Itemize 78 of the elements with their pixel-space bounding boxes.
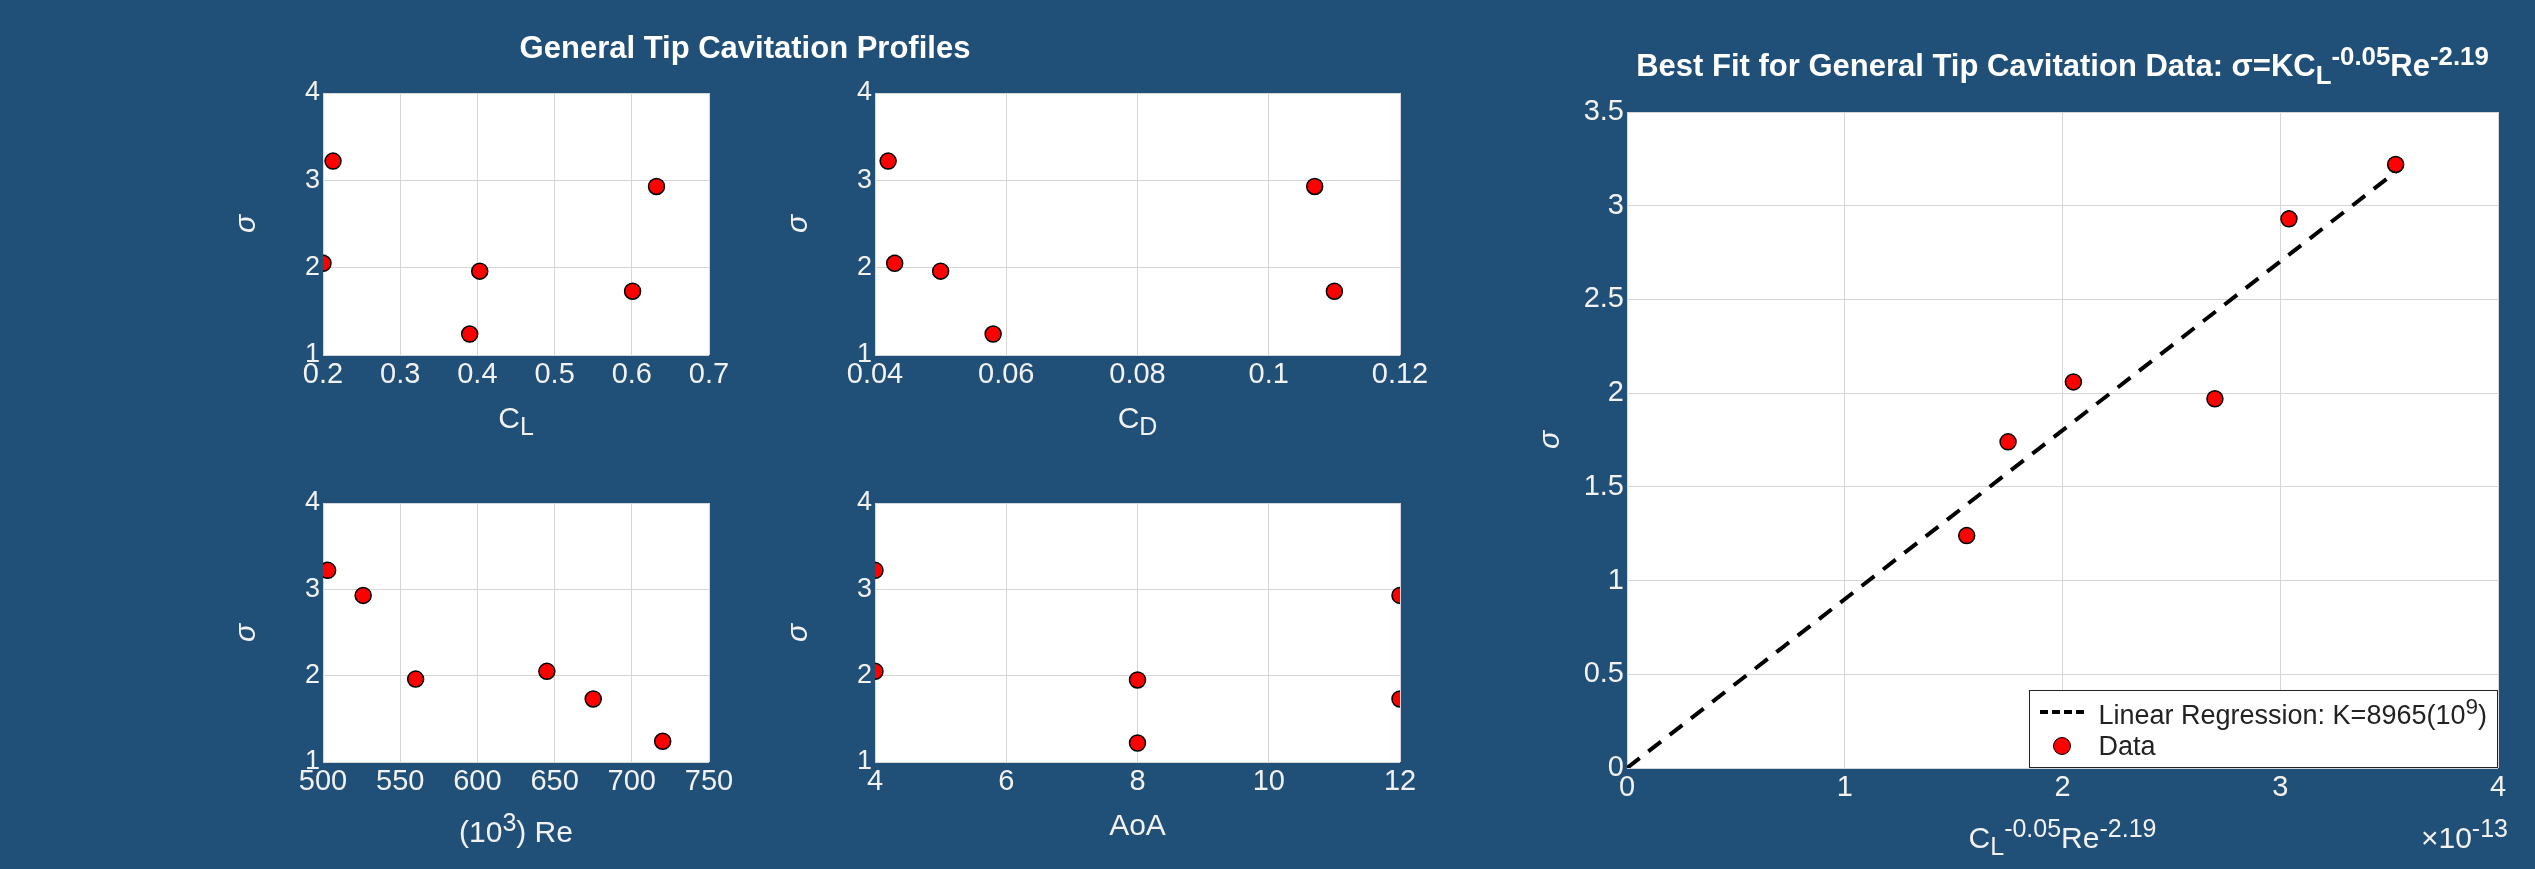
y-tick-label: 2 [304,251,320,282]
x-axis-title: C$_{L}$ [498,401,534,441]
y-tick-label: 2 [856,659,872,690]
x-tick-label: 0.5 [534,357,575,390]
point [623,282,642,300]
point [653,732,672,751]
y-tick-label: 1 [1607,562,1624,595]
x-tick-label: 0.6 [611,357,652,390]
y-tick-label: 0.5 [1583,656,1624,689]
point [984,325,1002,343]
x-tick-label: 0.1 [1248,357,1289,390]
x-tick-label: 3 [2272,770,2289,803]
point [1999,433,2017,451]
y-tick-label: 3 [856,572,872,603]
x-tick-label: 1 [1836,770,1853,803]
point [2064,373,2083,391]
x-tick-label: 0.4 [457,357,498,390]
y-tick-label: 1 [856,745,872,776]
x-tick-label: 0.7 [688,357,730,390]
y-axis-title: σ [780,214,814,234]
x-tick-label: 2 [2054,770,2071,803]
x-tick-label: 8 [1129,764,1146,797]
y-axis-title: σ [228,214,262,234]
y-tick-label: 3 [304,163,320,194]
point [460,325,479,343]
point [1957,526,1976,545]
y-tick-label: 3.5 [1583,94,1624,126]
x-tick-label: 700 [607,764,656,797]
x-axis-title: (10$^{3}$) Re [459,808,573,849]
y-tick-label: 2 [856,251,872,282]
y-tick-label: 3 [1607,187,1624,220]
point [584,690,602,708]
x-tick-label: 4 [2489,770,2507,803]
x-tick-label: 600 [453,764,502,797]
point [1305,177,1324,196]
legend-label: Linear Regression: K=8965(10$^{9}$) [2098,693,2487,731]
y-tick-label: 4 [304,486,320,517]
x-tick-label: 10 [1252,764,1285,797]
x-axis-title: C$_{D}$ [1117,401,1158,441]
x-axis-title: AoA [1109,808,1166,842]
x-tick-label: 6 [998,764,1015,797]
point [885,254,904,273]
point [879,152,897,170]
point [354,586,372,605]
x-tick-label: 0.08 [1109,357,1166,390]
chart-title: Best Fit for General Tip Cavitation Data: σ=KC$_{L}$$^{-0.05}$Re$^{-2.19}$ [1636,42,2489,90]
point [406,670,425,688]
y-tick-label: 4 [856,76,872,107]
y-tick-label: 1.5 [1583,468,1624,501]
point [538,662,556,681]
point [470,262,489,280]
point [2386,155,2405,174]
point [324,152,342,170]
y-tick-label: 2 [304,659,320,690]
point [931,262,950,280]
y-axis-title: σ [1532,430,1566,450]
y-tick-label: 4 [304,76,320,107]
y-axis-title: σ [228,623,262,642]
x-axis-title: C$_{L}$$^{-0.05}$Re$^{-2.19}$ [1968,814,2157,861]
chart-title: General Tip Cavitation Profiles [519,30,971,66]
x-tick-label: 750 [684,764,734,797]
x-tick-label: 0.06 [978,357,1035,390]
x-tick-label: 0.12 [1371,357,1429,390]
point [2206,390,2224,408]
point [1325,282,1344,300]
legend-label: Data [2098,730,2156,762]
x-tick-label: 650 [530,764,579,797]
x-tick-label: 550 [376,764,425,797]
y-tick-label: 4 [856,486,872,517]
x-tick-label: 0.3 [380,357,421,390]
y-tick-label: 3 [856,163,872,194]
y-tick-label: 3 [304,572,320,603]
y-tick-label: 2.5 [1583,281,1624,314]
point [2280,210,2298,228]
point [647,177,666,196]
text: ×10$^{-13}$ [2420,814,2508,855]
x-tick-label: 12 [1383,764,1417,797]
y-axis-title: σ [780,623,814,642]
